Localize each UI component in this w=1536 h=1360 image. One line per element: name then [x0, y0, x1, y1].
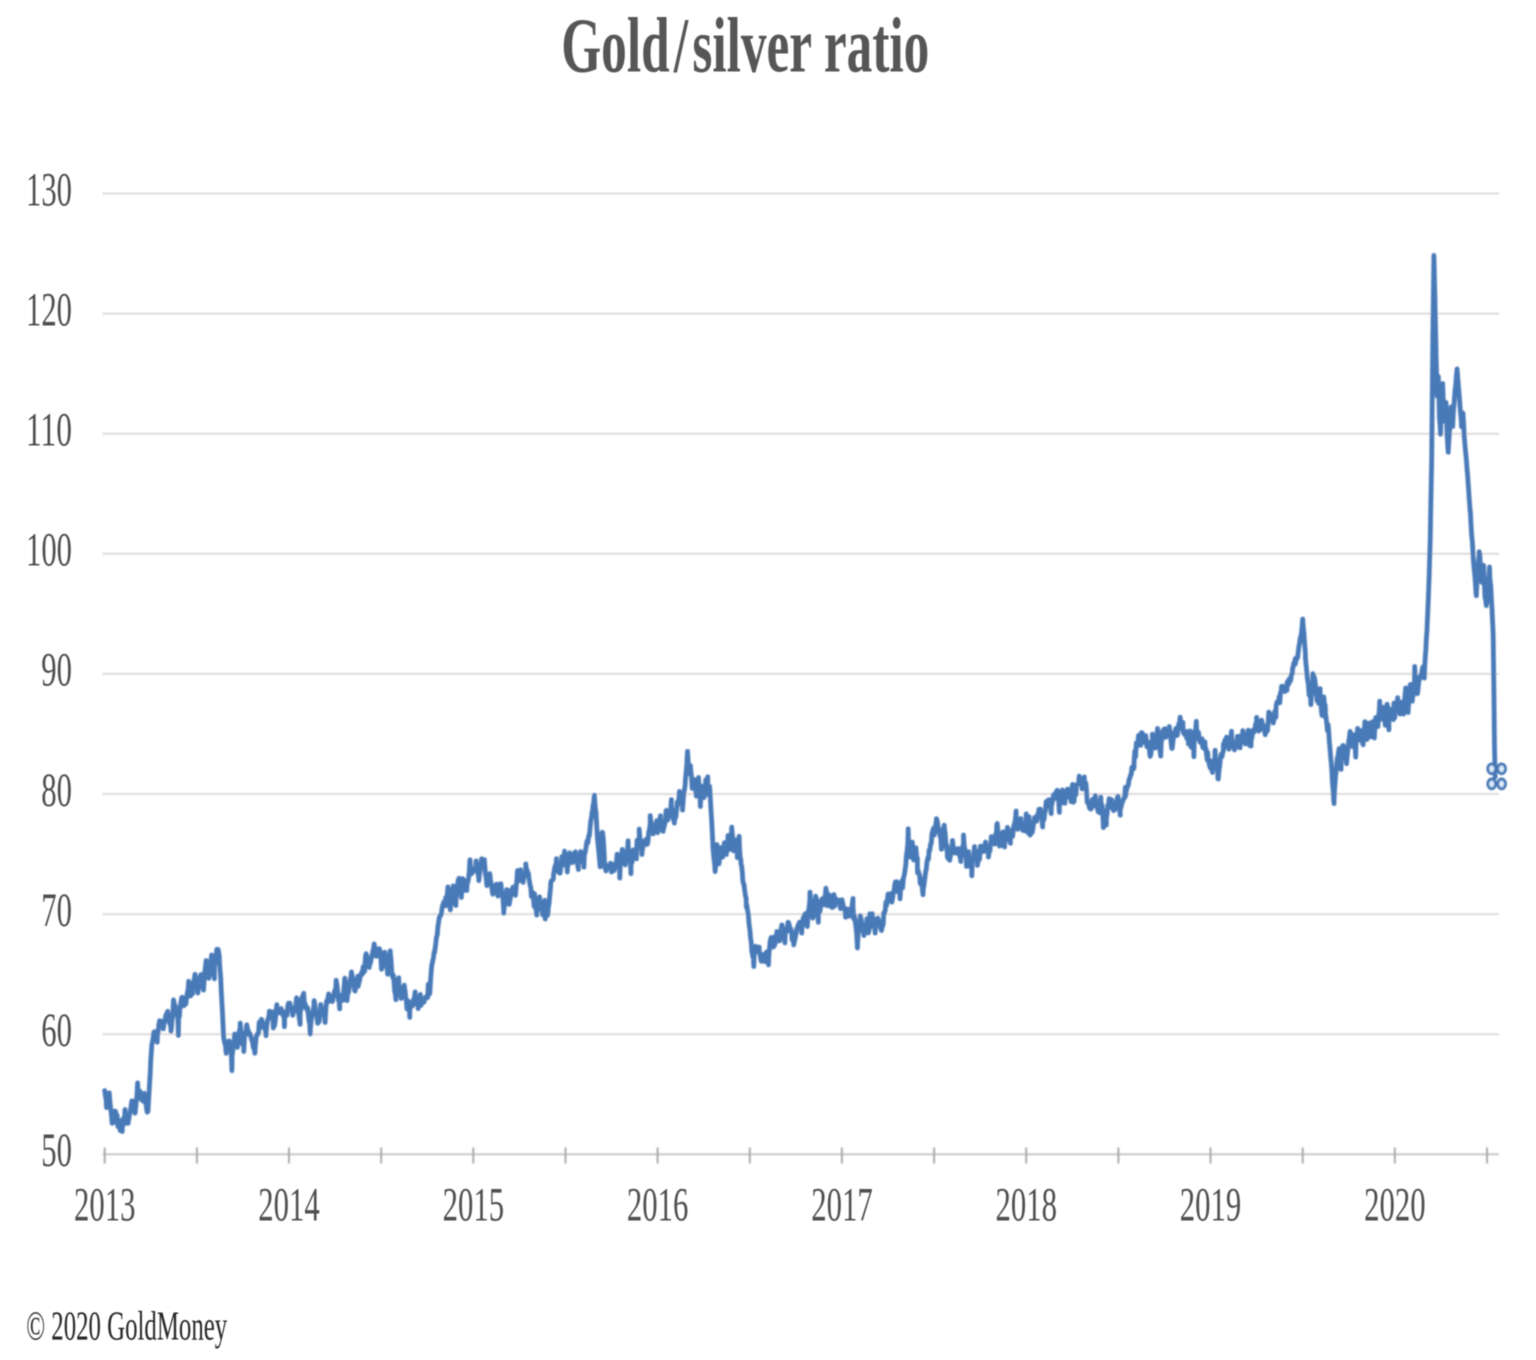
svg-text:2014: 2014	[258, 1179, 320, 1232]
svg-text:100: 100	[26, 524, 72, 577]
svg-text:© 2020 GoldMoney: © 2020 GoldMoney	[26, 1303, 227, 1349]
svg-text:110: 110	[26, 404, 72, 457]
svg-text:130: 130	[26, 163, 72, 216]
svg-text:2013: 2013	[74, 1179, 136, 1232]
svg-text:Gold / silver ratio: Gold / silver ratio	[561, 2, 929, 89]
svg-text:50: 50	[41, 1124, 72, 1177]
svg-text:90: 90	[41, 644, 72, 697]
svg-text:2017: 2017	[811, 1179, 873, 1232]
svg-text:70: 70	[41, 884, 72, 937]
svg-text:120: 120	[26, 283, 72, 336]
svg-text:2020: 2020	[1364, 1179, 1426, 1232]
svg-text:2018: 2018	[996, 1179, 1058, 1232]
svg-text:80: 80	[41, 764, 72, 817]
svg-text:60: 60	[41, 1004, 72, 1057]
svg-text:2015: 2015	[443, 1179, 505, 1232]
svg-text:2019: 2019	[1180, 1179, 1242, 1232]
svg-text:2016: 2016	[627, 1179, 689, 1232]
